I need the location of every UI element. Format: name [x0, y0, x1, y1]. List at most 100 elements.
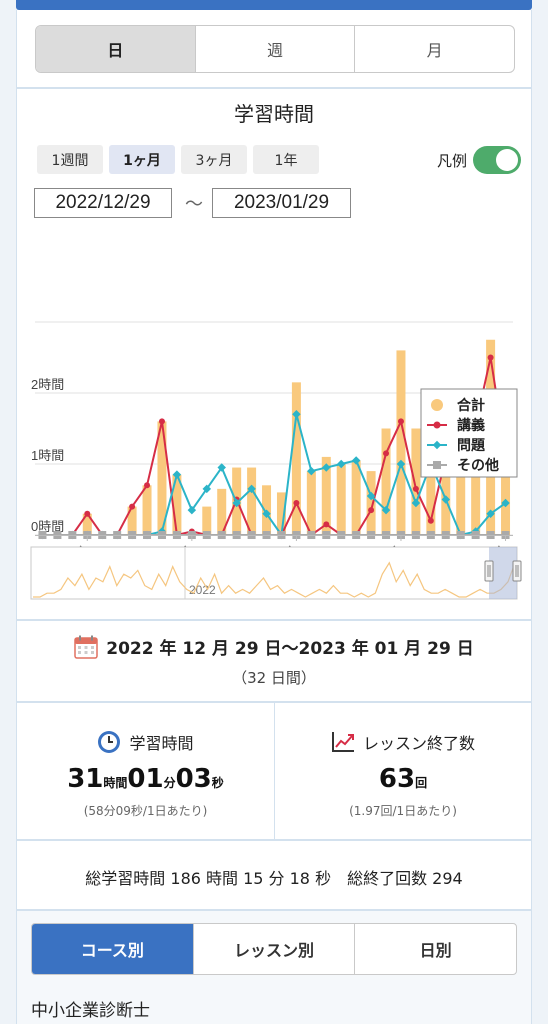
- point-problem: [292, 410, 301, 419]
- point-problem: [247, 484, 256, 494]
- trend-chart-icon: [331, 732, 354, 752]
- bar-total: [306, 471, 316, 535]
- range-button-1week[interactable]: 1週間: [37, 145, 103, 174]
- lessons-per-day: (1.97回/1日あたり): [349, 804, 457, 818]
- bar-total: [321, 456, 331, 535]
- legend-symbol-lecture: [433, 421, 441, 429]
- point-problem: [381, 505, 391, 515]
- legend-toggle[interactable]: [473, 146, 521, 174]
- legend-label: その他: [457, 457, 499, 474]
- bar-total: [441, 446, 451, 535]
- top-accent-bar: [16, 0, 532, 10]
- point-lecture: [412, 485, 419, 492]
- range-button-1year[interactable]: 1年: [253, 145, 319, 174]
- bar-total: [172, 474, 182, 535]
- study-time-per-day: (58分09秒/1日あたり): [83, 804, 208, 818]
- bar-total: [247, 467, 257, 535]
- calendar-icon: [74, 635, 99, 659]
- navigator-selection: [489, 547, 517, 599]
- point-problem: [486, 509, 495, 518]
- totals-card: 総学習時間 186 時間 15 分 18 秒 総終了回数 294: [16, 840, 532, 910]
- point-problem: [202, 484, 212, 494]
- point-problem: [396, 459, 406, 469]
- bar-total: [456, 446, 466, 535]
- point-lecture: [158, 418, 165, 425]
- legend-symbol-other: [433, 461, 441, 469]
- point-problem: [187, 505, 197, 515]
- bar-total: [276, 492, 286, 535]
- point-lecture: [129, 503, 136, 510]
- stats-card: 学習時間 31時間01分03秒 (58分09秒/1日あたり) レッスン終了数 6…: [16, 702, 532, 840]
- point-problem: [336, 459, 346, 469]
- period-selector-card: 日 週 月: [16, 10, 532, 88]
- point-problem: [441, 495, 451, 504]
- bar-total: [351, 460, 361, 535]
- point-problem: [411, 498, 421, 508]
- bar-total: [381, 428, 391, 535]
- y-tick-label: 2時間: [31, 377, 64, 392]
- bar-total: [82, 513, 92, 535]
- point-problem: [307, 466, 316, 476]
- date-tilde: 〜: [185, 194, 203, 215]
- y-tick-label: 0時間: [31, 519, 64, 534]
- lessons-stat: レッスン終了数 63回 (1.97回/1日あたり): [274, 703, 531, 839]
- point-lecture: [427, 517, 434, 524]
- point-lecture: [323, 521, 330, 528]
- y-tick-label: 1時間: [31, 448, 64, 463]
- legend-symbol-problem: [432, 440, 442, 450]
- tab-by-day[interactable]: 日別: [419, 941, 452, 960]
- bar-total: [291, 382, 301, 535]
- date-to-input[interactable]: 2023/01/29: [212, 188, 351, 218]
- point-problem: [322, 463, 331, 472]
- range-button-1month[interactable]: 1ヶ月: [109, 145, 175, 174]
- bar-total: [336, 464, 346, 535]
- course-name[interactable]: 中小企業診断士: [31, 1001, 150, 1021]
- bar-total: [142, 485, 152, 535]
- period-tab-month[interactable]: 月: [426, 41, 443, 60]
- bar-total: [426, 456, 436, 535]
- clock-icon: [98, 731, 121, 753]
- bar-total: [471, 424, 481, 535]
- point-problem: [232, 498, 241, 508]
- chart-card: 学習時間 1週間 1ヶ月 3ヶ月 1年 凡例 2022/12/29 〜 2023…: [16, 88, 532, 620]
- bar-total: [501, 424, 511, 535]
- tab-by-course[interactable]: コース別: [32, 924, 194, 974]
- toggle-knob: [496, 149, 518, 171]
- legend-label: 講義: [457, 417, 485, 434]
- lessons-label: レッスン終了数: [362, 734, 475, 753]
- bar-total: [202, 506, 212, 535]
- point-problem: [262, 509, 271, 518]
- chart-title: 学習時間: [234, 102, 314, 126]
- point-lecture: [368, 507, 375, 514]
- date-from-input[interactable]: 2022/12/29: [34, 188, 172, 218]
- days-count: （32 日間）: [232, 669, 316, 687]
- tab-by-lesson[interactable]: レッスン別: [194, 924, 356, 974]
- point-lecture: [84, 510, 91, 517]
- bar-total: [127, 506, 137, 535]
- point-problem: [366, 491, 376, 501]
- point-lecture: [293, 500, 300, 507]
- study-time-stat: 学習時間 31時間01分03秒 (58分09秒/1日あたり): [17, 703, 274, 839]
- legend-label: 合計: [457, 397, 485, 414]
- bar-total: [157, 421, 167, 535]
- point-lecture: [487, 354, 494, 361]
- period-tab-day[interactable]: 日: [36, 26, 196, 72]
- range-button-3months[interactable]: 3ヶ月: [181, 145, 247, 174]
- range-navigator[interactable]: 2022: [30, 546, 522, 600]
- bar-total: [396, 350, 406, 535]
- study-time-value: 31時間01分03秒: [67, 764, 224, 794]
- date-range-text: 2022 年 12 月 29 日〜2023 年 01 月 29 日: [106, 639, 474, 659]
- breakdown-tabs: コース別 レッスン別 日別: [31, 923, 517, 975]
- point-problem: [501, 498, 510, 508]
- legend-symbol-total: [431, 399, 443, 411]
- point-lecture: [397, 418, 404, 425]
- point-problem: [351, 456, 361, 465]
- bar-total: [217, 488, 227, 535]
- total-line: 総学習時間 186 時間 15 分 18 秒 総終了回数 294: [85, 869, 463, 888]
- bar-total: [366, 471, 376, 535]
- navigator-year-label: 2022: [189, 583, 216, 597]
- period-tab-week[interactable]: 週: [196, 26, 356, 72]
- breakdown-card: コース別 レッスン別 日別 中小企業診断士: [16, 910, 532, 1024]
